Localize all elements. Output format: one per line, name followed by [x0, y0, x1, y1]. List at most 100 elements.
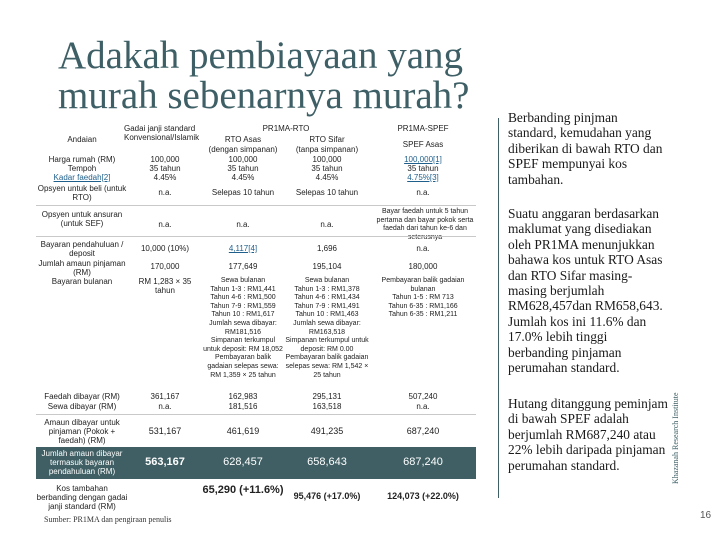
cell-std: 563,167: [145, 456, 185, 468]
cell-std: RM 1,283 × 35 tahun: [138, 277, 192, 295]
line: Tahun 1-3 : RM1,441: [210, 285, 276, 293]
cell-std: 361,167: [150, 392, 180, 401]
cell-spef: n.a.: [416, 188, 430, 197]
cell-rto-asas: 162,983: [228, 392, 258, 401]
cell-rto-sifar: 35 tahun: [311, 164, 343, 173]
header-rto-sifar-note: (tanpa simpanan): [295, 145, 359, 154]
row-label: Amaun dibayar untuk pinjaman (Pokok + fa…: [44, 418, 120, 445]
cell-rto-sifar: 295,131: [312, 392, 342, 401]
row-label: Opsyen untuk beli (untuk RTO): [37, 184, 127, 202]
line: Pembayaran balik gadaian bulanan: [381, 277, 465, 293]
line: Tahun 6-35 : RM1,211: [388, 311, 458, 319]
cell-std: 170,000: [150, 262, 180, 271]
cell-spef: 35 tahun: [407, 164, 439, 173]
line: Jumlah sewa dibayar: RM181,516: [209, 319, 277, 336]
cell-rto-asas: 35 tahun: [227, 164, 259, 173]
cell-rto-sifar: 95,476 (+17.0%): [293, 491, 361, 501]
line: Simpanan terkumpul untuk deposit: RM 0.0…: [285, 337, 369, 353]
header-rto-asas: RTO Asas: [224, 135, 262, 144]
cell-std: n.a.: [158, 220, 172, 229]
total-row-band: Jumlah amaun dibayar termasuk bayaran pe…: [36, 447, 476, 479]
line: Sewa bulanan: [220, 277, 266, 284]
line: Tahun 7-9 : RM1,491: [294, 302, 360, 310]
line: Simpanan terkumpul untuk deposit: RM 18,…: [203, 337, 283, 353]
line: Tahun 4-6 : RM1,500: [210, 294, 276, 302]
row-label: Sewa dibayar (RM): [47, 402, 117, 411]
row-label: Kadar faedah[2]: [53, 173, 111, 182]
header-prima-spef: PR1MA-SPEF: [397, 124, 449, 133]
row-divider: [36, 236, 476, 237]
cell-std: 35 tahun: [149, 164, 181, 173]
cell-rto-sifar: Selepas 10 tahun: [295, 188, 359, 197]
row-divider: [36, 205, 476, 206]
cell-std: 100,000: [150, 155, 180, 164]
cell-spef: n.a.: [416, 244, 430, 253]
row-label: Opsyen untuk ansuran (untuk SEF): [41, 210, 123, 228]
line: Tahun 1-3 : RM1,378: [294, 285, 360, 293]
line: Pembayaran balik gadaian selepas sewa: R…: [207, 354, 279, 379]
row-label: Tempoh: [67, 164, 97, 173]
cell-spef: n.a.: [416, 402, 430, 411]
cell-std: 4.45%: [153, 173, 177, 182]
source-note: Sumber: PR1MA dan pengiraan penulis: [44, 515, 172, 524]
cell-rto-asas: 177,649: [228, 262, 258, 271]
cell-rto-asas: n.a.: [236, 220, 250, 229]
cell-rto-asas: Selepas 10 tahun: [211, 188, 275, 197]
header-spef-asas: SPEF Asas: [402, 140, 444, 149]
cell-rto-asas: 181,516: [228, 402, 258, 411]
line: Jumlah sewa dibayar: RM163,518: [293, 319, 361, 336]
row-label: Bayaran pendahuluan / deposit: [40, 240, 124, 258]
page-number: 16: [700, 510, 712, 521]
cell-rto-asas: Sewa bulanan Tahun 1-3 : RM1,441 Tahun 4…: [202, 277, 284, 380]
cell-spef: Bayar faedah untuk 5 tahun pertama dan b…: [376, 208, 474, 241]
line: Tahun 4-6 : RM1,434: [294, 294, 360, 302]
header-andaian: Andaian: [67, 135, 97, 144]
row-label: Bayaran bulanan: [51, 277, 113, 286]
side-paragraph-1: Berbanding pinjman standard, kemudahan y…: [508, 110, 663, 187]
cell-std: n.a.: [158, 402, 172, 411]
cell-std: n.a.: [158, 188, 172, 197]
cell-rto-asas: 4.45%: [231, 173, 255, 182]
cell-rto-sifar: 1,696: [316, 244, 338, 253]
row-label: Kos tambahan berbanding dengan gadai jan…: [36, 484, 128, 511]
cell-std: 531,167: [148, 426, 182, 436]
line: Tahun 1-5 : RM 713: [392, 294, 454, 302]
cell-spef: 100,000[1]: [404, 155, 442, 164]
line: Tahun 6-35 : RM1,166: [388, 302, 458, 310]
line: Tahun 7-9 : RM1,559: [210, 302, 276, 310]
cell-rto-asas: 4,117[4]: [228, 244, 258, 253]
line: Tahun 10 : RM1,463: [295, 311, 359, 319]
header-prima-rto: PR1MA-RTO: [262, 124, 310, 133]
header-standard: Gadai janji standard Konvensional/Islami…: [124, 124, 200, 142]
cell-rto-asas: 100,000: [228, 155, 258, 164]
side-divider: [498, 118, 499, 498]
cell-rto-sifar: 491,235: [310, 426, 344, 436]
cell-spef: 4.75%[3]: [407, 173, 439, 182]
institute-label: Khazanah Research Institute: [671, 392, 680, 484]
cell-rto-sifar: 163,518: [312, 402, 342, 411]
line: Sewa bulanan: [304, 277, 350, 284]
cell-spef: 687,240: [406, 426, 440, 436]
cell-rto-sifar: 195,104: [312, 262, 342, 271]
row-divider: [36, 414, 476, 415]
cell-spef: 124,073 (+22.0%): [387, 491, 459, 501]
cell-spef: 507,240: [408, 392, 438, 401]
row-label: Jumlah amaun dibayar termasuk bayaran pe…: [41, 449, 123, 476]
cell-rto-sifar: n.a.: [320, 220, 334, 229]
header-rto-asas-note: (dengan simpanan): [208, 145, 278, 154]
line: Tahun 10 : RM1,617: [211, 311, 275, 319]
line: Pembayaran balik gadaian selepas sewa: R…: [285, 354, 369, 379]
cell-spef: 180,000: [408, 262, 438, 271]
header-rto-sifar: RTO Sifar: [309, 135, 345, 144]
side-paragraph-2: Suatu anggaran berdasarkan maklumat yang…: [508, 206, 663, 376]
cell-rto-sifar: 100,000: [312, 155, 342, 164]
cell-rto-asas: 65,290 (+11.6%): [202, 484, 284, 496]
cell-spef: Pembayaran balik gadaian bulanan Tahun 1…: [370, 277, 476, 320]
cell-rto-asas: 628,457: [223, 456, 263, 468]
cell-std: 10,000 (10%): [140, 244, 190, 253]
row-label: Jumlah amaun pinjaman (RM): [38, 259, 126, 277]
cell-rto-sifar: Sewa bulanan Tahun 1-3 : RM1,378 Tahun 4…: [284, 277, 370, 380]
row-label: Faedah dibayar (RM): [44, 392, 120, 401]
cell-spef: 687,240: [403, 456, 443, 468]
cell-rto-sifar: 4.45%: [315, 173, 339, 182]
